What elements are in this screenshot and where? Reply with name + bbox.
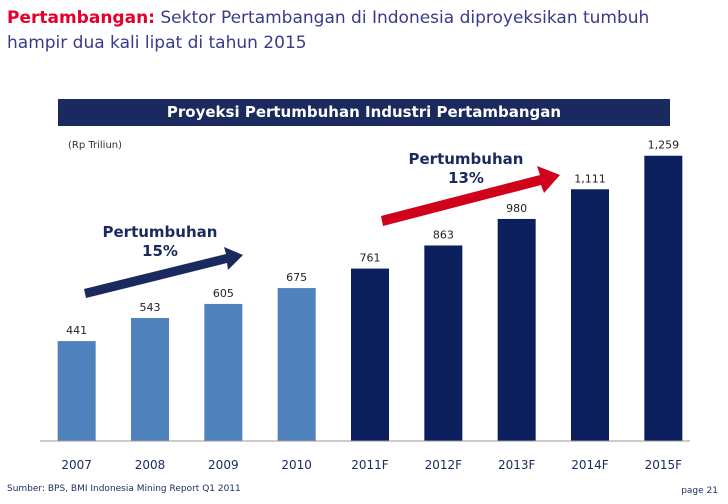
x-tick-2014F: 2014F (571, 458, 609, 472)
bar-2015F (644, 155, 683, 441)
bar-2008 (131, 317, 169, 441)
value-label-2014F: 1,111 (574, 172, 606, 185)
header-line2: hampir dua kali lipat di tahun 2015 (7, 33, 307, 53)
bar-2012F (424, 245, 463, 441)
bar-2013F (497, 218, 536, 441)
bar-2009 (204, 303, 243, 441)
x-tick-2010: 2010 (281, 458, 312, 472)
value-label-2010: 675 (286, 271, 307, 284)
x-tick-2009: 2009 (208, 458, 239, 472)
value-label-2012F: 863 (433, 228, 454, 241)
growth-right-line1: Pertumbuhan (409, 150, 524, 168)
page-number: page 21 (681, 486, 718, 496)
header-keyword: Pertambangan: (7, 8, 155, 28)
chart-title: Proyeksi Pertumbuhan Industri Pertambang… (58, 99, 670, 126)
x-tick-2012F: 2012F (425, 458, 463, 472)
growth-arrow-left (84, 247, 243, 298)
unit-label: (Rp Triliun) (68, 140, 123, 151)
slide-header: Pertambangan: Sektor Pertambangan di Ind… (7, 6, 722, 56)
value-label-2015F: 1,259 (648, 139, 680, 152)
bar-2007 (57, 341, 96, 441)
value-label-2011F: 761 (360, 252, 381, 265)
x-tick-2007: 2007 (61, 458, 92, 472)
bar-2011F (351, 268, 389, 441)
bar-2014F (571, 189, 609, 441)
x-tick-2015F: 2015F (645, 458, 683, 472)
value-label-2009: 605 (213, 287, 234, 300)
value-label-2008: 543 (140, 301, 161, 314)
growth-right-line2: 13% (448, 169, 484, 187)
header-line1: Sektor Pertambangan di Indonesia diproye… (160, 8, 650, 28)
bar-2010 (277, 288, 316, 441)
growth-left-line1: Pertumbuhan (103, 223, 218, 241)
x-tick-2008: 2008 (135, 458, 166, 472)
source-note: Sumber: BPS, BMI Indonesia Mining Report… (7, 484, 241, 494)
value-label-2013F: 980 (506, 202, 527, 215)
x-tick-2013F: 2013F (498, 458, 536, 472)
growth-left-line2: 15% (142, 242, 178, 260)
x-tick-2011F: 2011F (351, 458, 389, 472)
growth-arrow-right (381, 166, 560, 226)
value-label-2007: 441 (66, 324, 87, 337)
